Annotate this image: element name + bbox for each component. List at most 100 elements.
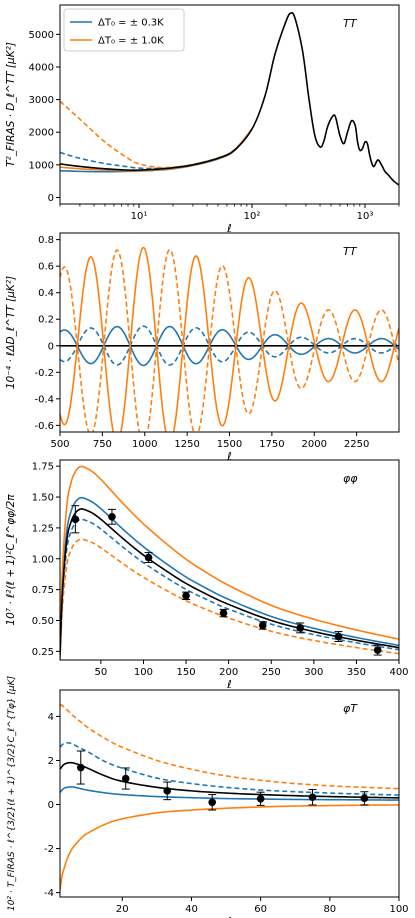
y-tick-label: 0.50 (32, 616, 54, 627)
data-point (208, 794, 217, 811)
series-line-orange-dashed (60, 248, 399, 432)
x-tick-label: 300 (304, 667, 323, 678)
y-tick-label: -4 (44, 888, 54, 899)
point-marker (144, 553, 153, 562)
panel-1: 10¹ 10² 10³ 0 1000 2000 3000 4000 5000 ℓ T²_FIRAS … (5, 4, 400, 235)
plot-area (60, 246, 399, 432)
x-tick-label: 1250 (174, 439, 199, 450)
y-tick-label: 0.6 (38, 262, 54, 273)
series-line-black-solid (60, 761, 399, 799)
data-point (219, 608, 228, 618)
y-axis-label: 10⁷ · ℓ²(ℓ + 1)²C_ℓ^φφ/2π (5, 494, 17, 626)
series-line-blue-dashed (60, 742, 399, 796)
point-marker (296, 624, 304, 632)
y-tick-label: 4000 (29, 62, 54, 73)
data-point (144, 552, 153, 563)
y-tick-label: -2 (44, 844, 54, 855)
x-tick-label: 250 (262, 667, 281, 678)
plot-area (60, 11, 399, 186)
legend: ΔT₀ = ± 0.3K ΔT₀ = ± 1.0K (63, 8, 185, 52)
legend-box (63, 8, 185, 52)
x-axis-label: ℓ (226, 222, 232, 235)
y-tick-label: 2000 (29, 128, 54, 139)
y-tick-label: 0 (48, 193, 54, 204)
x-tick-label: 10² (244, 211, 261, 222)
x-tick-label: 10³ (357, 211, 374, 222)
series-line-orange-solid (60, 246, 399, 432)
legend-entry: ΔT₀ = ± 1.0K (98, 36, 164, 47)
data-point (334, 631, 343, 642)
y-tick-label: 0.2 (38, 315, 54, 326)
point-marker (121, 774, 130, 783)
y-tick-label: -0.4 (34, 394, 54, 405)
point-marker (219, 609, 228, 617)
series-line-blue-solid (60, 496, 399, 654)
data-point (373, 644, 382, 656)
y-tick-label: 1000 (29, 160, 54, 171)
y-tick-label: 1.75 (32, 462, 54, 473)
series-line-blue-dashed (60, 128, 253, 170)
y-tick-label: 5000 (29, 30, 54, 41)
x-tick-label: 100 (389, 904, 408, 915)
point-marker (208, 798, 217, 807)
point-marker (334, 632, 343, 641)
data-point (121, 767, 130, 790)
panel-3: 50 100 150 200 250 300 350 400 0.25 0.50 0.75 1.00 1… (5, 459, 409, 691)
data-point (296, 622, 305, 634)
data-point (107, 508, 116, 525)
x-tick-label: 750 (93, 439, 112, 450)
data-point (71, 505, 80, 534)
y-tick-label: 0 (48, 800, 54, 811)
series-line-orange-solid (60, 465, 399, 649)
x-axis-label: ℓ (226, 915, 232, 918)
y-tick-label: 3000 (29, 95, 54, 106)
data-point (308, 789, 317, 806)
plot-area (60, 465, 399, 660)
data-point (256, 791, 265, 806)
x-tick-label: 1000 (132, 439, 157, 450)
x-tick-label: 40 (185, 904, 198, 915)
series-line-orange-solid (60, 804, 399, 891)
data-point (258, 621, 267, 630)
point-marker (308, 793, 317, 802)
axes-frame (59, 689, 400, 898)
y-tick-label: 0 (48, 341, 54, 352)
y-tick-label: 0.75 (32, 585, 54, 596)
point-marker (76, 763, 85, 772)
data-point (76, 750, 85, 785)
panel-4: 20 40 60 80 100 -4 -2 0 2 4 ℓ 10² · T_FIRAS · ℓ^{3/… (7, 676, 409, 918)
series-line-blue-solid (60, 128, 253, 173)
axes-frame (59, 4, 400, 205)
y-tick-label: 4 (48, 712, 54, 723)
point-marker (71, 515, 80, 524)
y-tick-label: 1.50 (32, 493, 54, 504)
y-tick-label: -0.2 (34, 368, 54, 379)
y-axis-label: T²_FIRAS · D_ℓ^TT [μK²] (5, 42, 17, 167)
axes-frame (59, 459, 400, 661)
panel-tag: φT (343, 702, 358, 715)
panel-2: 500 750 1000 1250 1500 1750 2000 2250 -0.6 -0.4 -0… (5, 232, 400, 463)
series-line-orange-dashed (60, 703, 399, 790)
point-marker (182, 592, 190, 600)
y-tick-label: -0.6 (34, 421, 54, 432)
x-tick-label: 20 (116, 904, 129, 915)
y-tick-label: 0.8 (38, 235, 54, 246)
panel-tag: TT (343, 17, 358, 30)
point-marker (256, 794, 265, 803)
series-line-blue-solid (60, 786, 399, 801)
x-tick-label: 200 (219, 667, 238, 678)
legend-entry: ΔT₀ = ± 0.3K (98, 18, 164, 29)
x-tick-label: 10¹ (131, 211, 148, 222)
x-tick-label: 100 (134, 667, 153, 678)
point-marker (373, 646, 382, 654)
point-marker (258, 621, 267, 630)
y-axis-label: 10² · T_FIRAS · ℓ^{3/2}(ℓ + 1)^{3/2}C_ℓ^… (7, 676, 17, 912)
x-tick-label: 500 (50, 439, 69, 450)
series-line-orange-solid (60, 128, 253, 172)
x-tick-label: 350 (347, 667, 366, 678)
data-point (182, 591, 191, 601)
x-tick-label: 2250 (344, 439, 369, 450)
y-tick-label: 2 (48, 756, 54, 767)
data-point (360, 791, 369, 806)
